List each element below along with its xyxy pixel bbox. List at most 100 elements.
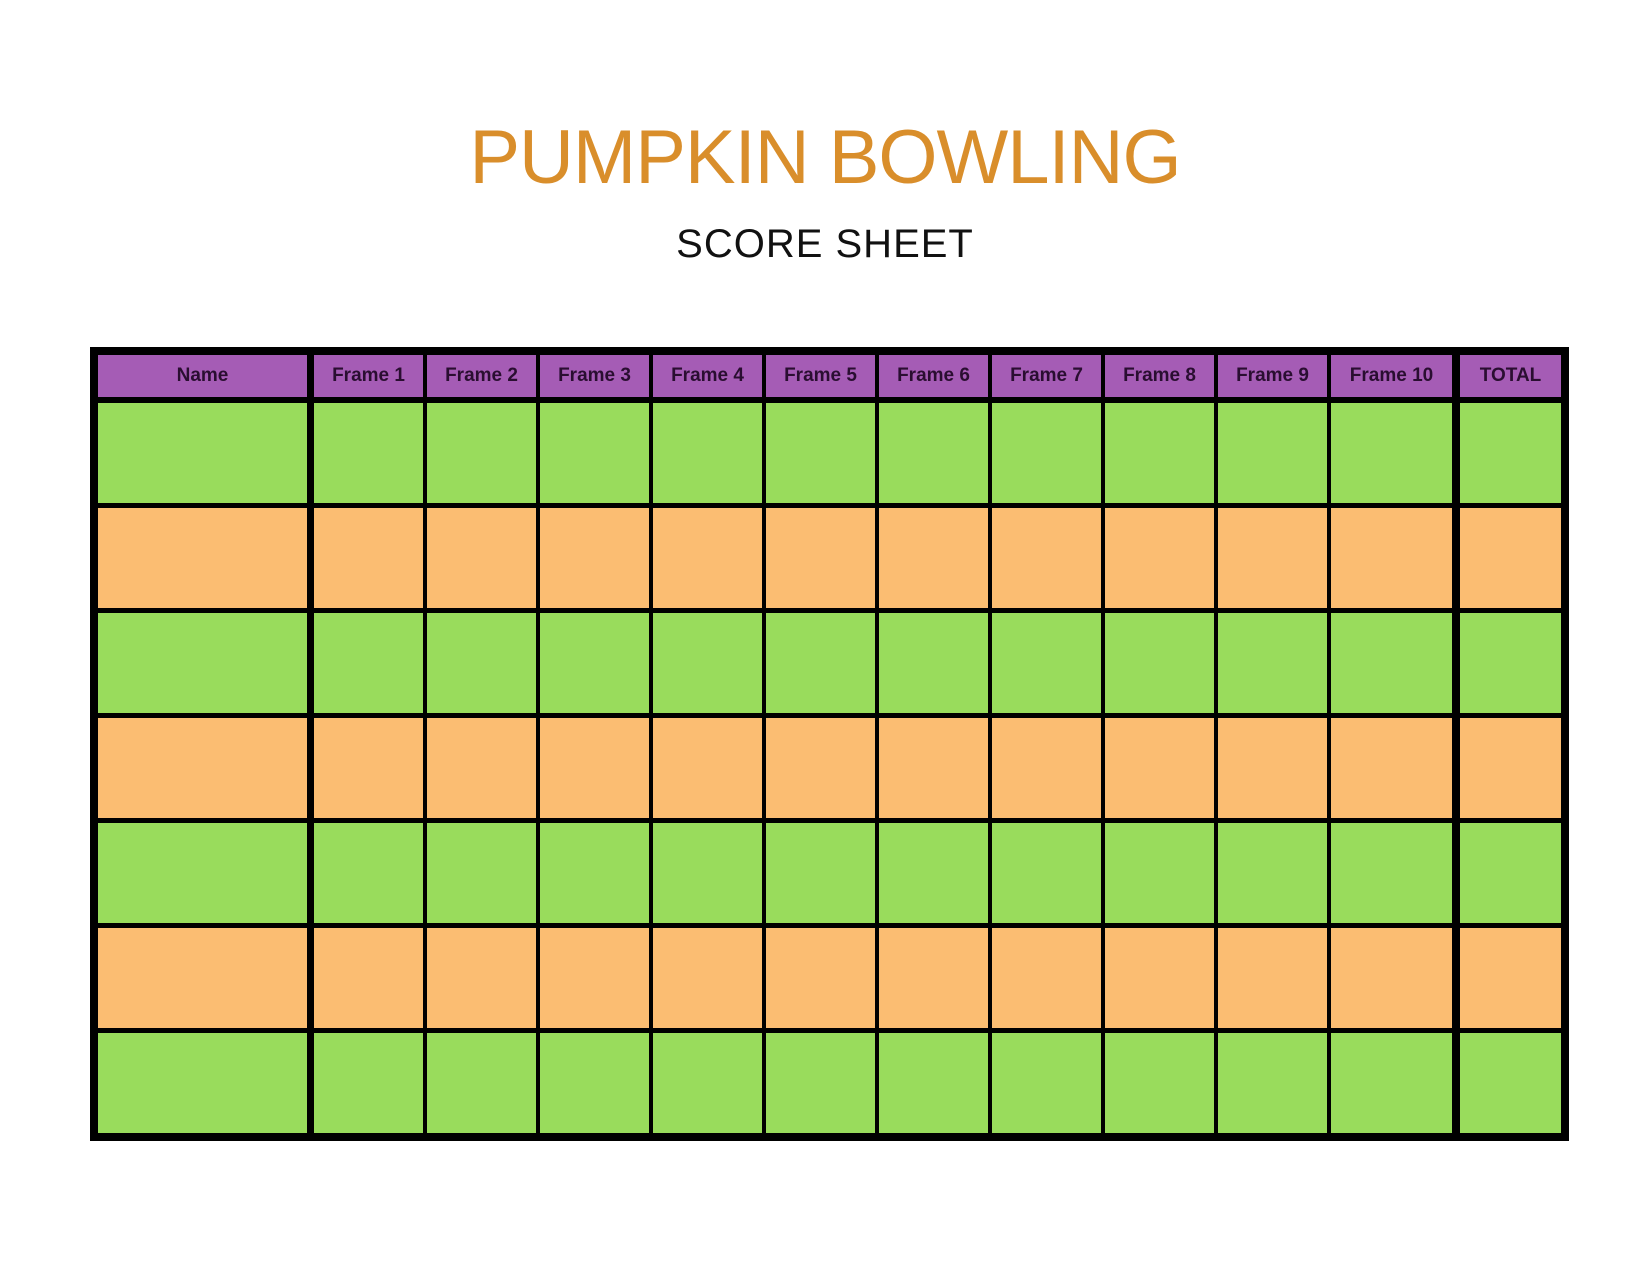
- frame-score-cell-row2-frame4: [653, 508, 762, 608]
- frame-score-cell-row3-frame3: [540, 613, 649, 713]
- frame-score-cell-row7-frame4: [653, 1033, 762, 1133]
- frame-score-cell-row2-frame9: [1218, 508, 1327, 608]
- frame-score-cell-row1-frame2: [427, 403, 536, 503]
- column-header-frame-10: Frame 10: [1331, 355, 1452, 398]
- frame-score-cell-row4-frame4: [653, 718, 762, 818]
- frame-score-cell-row5-frame1: [314, 823, 423, 923]
- frame-score-cell-row4-frame10: [1331, 718, 1452, 818]
- frame-score-cell-row2-frame7: [992, 508, 1101, 608]
- frame-score-cell-row6-frame8: [1105, 928, 1214, 1028]
- frame-score-cell-row1-frame10: [1331, 403, 1452, 503]
- frame-score-cell-row1-frame6: [879, 403, 988, 503]
- frame-score-cell-row2-frame2: [427, 508, 536, 608]
- frame-score-cell-row7-frame6: [879, 1033, 988, 1133]
- column-header-frame-3: Frame 3: [540, 355, 649, 398]
- frame-score-cell-row5-frame2: [427, 823, 536, 923]
- page-title: PUMPKIN BOWLING: [469, 115, 1181, 200]
- frame-score-cell-row6-frame4: [653, 928, 762, 1028]
- player-name-cell-row4: [98, 718, 310, 818]
- total-score-cell-row3: [1456, 613, 1561, 713]
- frame-score-cell-row7-frame10: [1331, 1033, 1452, 1133]
- player-name-cell-row3: [98, 613, 310, 713]
- frame-score-cell-row3-frame1: [314, 613, 423, 713]
- player-name-cell-row5: [98, 823, 310, 923]
- column-header-frame-9: Frame 9: [1218, 355, 1327, 398]
- frame-score-cell-row4-frame6: [879, 718, 988, 818]
- column-header-frame-2: Frame 2: [427, 355, 536, 398]
- total-score-cell-row5: [1456, 823, 1561, 923]
- frame-score-cell-row3-frame5: [766, 613, 875, 713]
- column-header-frame-1: Frame 1: [314, 355, 423, 398]
- frame-score-cell-row3-frame7: [992, 613, 1101, 713]
- total-score-cell-row6: [1456, 928, 1561, 1028]
- frame-score-cell-row7-frame8: [1105, 1033, 1214, 1133]
- column-header-frame-4: Frame 4: [653, 355, 762, 398]
- frame-score-cell-row6-frame7: [992, 928, 1101, 1028]
- frame-score-cell-row2-frame10: [1331, 508, 1452, 608]
- frame-score-cell-row5-frame10: [1331, 823, 1452, 923]
- frame-score-cell-row5-frame7: [992, 823, 1101, 923]
- total-score-cell-row4: [1456, 718, 1561, 818]
- total-score-cell-row7: [1456, 1033, 1561, 1133]
- frame-score-cell-row3-frame9: [1218, 613, 1327, 713]
- frame-score-cell-row4-frame3: [540, 718, 649, 818]
- column-header-frame-7: Frame 7: [992, 355, 1101, 398]
- frame-score-cell-row3-frame4: [653, 613, 762, 713]
- player-name-cell-row7: [98, 1033, 310, 1133]
- frame-score-cell-row4-frame8: [1105, 718, 1214, 818]
- frame-score-cell-row1-frame3: [540, 403, 649, 503]
- frame-score-cell-row6-frame9: [1218, 928, 1327, 1028]
- column-header-frame-6: Frame 6: [879, 355, 988, 398]
- frame-score-cell-row3-frame10: [1331, 613, 1452, 713]
- frame-score-cell-row1-frame1: [314, 403, 423, 503]
- player-name-cell-row2: [98, 508, 310, 608]
- frame-score-cell-row5-frame9: [1218, 823, 1327, 923]
- column-header-frame-8: Frame 8: [1105, 355, 1214, 398]
- frame-score-cell-row5-frame8: [1105, 823, 1214, 923]
- frame-score-cell-row7-frame1: [314, 1033, 423, 1133]
- frame-score-cell-row2-frame1: [314, 508, 423, 608]
- frame-score-cell-row1-frame9: [1218, 403, 1327, 503]
- frame-score-cell-row2-frame8: [1105, 508, 1214, 608]
- frame-score-cell-row2-frame6: [879, 508, 988, 608]
- frame-score-cell-row5-frame4: [653, 823, 762, 923]
- frame-score-cell-row6-frame5: [766, 928, 875, 1028]
- frame-score-cell-row3-frame2: [427, 613, 536, 713]
- player-name-cell-row6: [98, 928, 310, 1028]
- total-score-cell-row2: [1456, 508, 1561, 608]
- frame-score-cell-row2-frame3: [540, 508, 649, 608]
- frame-score-cell-row4-frame7: [992, 718, 1101, 818]
- frame-score-cell-row1-frame7: [992, 403, 1101, 503]
- total-score-cell-row1: [1456, 403, 1561, 503]
- frame-score-cell-row1-frame5: [766, 403, 875, 503]
- frame-score-cell-row3-frame8: [1105, 613, 1214, 713]
- frame-score-cell-row7-frame2: [427, 1033, 536, 1133]
- frame-score-cell-row6-frame1: [314, 928, 423, 1028]
- frame-score-cell-row4-frame2: [427, 718, 536, 818]
- frame-score-cell-row7-frame9: [1218, 1033, 1327, 1133]
- frame-score-cell-row7-frame7: [992, 1033, 1101, 1133]
- page-subtitle: SCORE SHEET: [676, 222, 974, 266]
- frame-score-cell-row6-frame3: [540, 928, 649, 1028]
- frame-score-cell-row1-frame4: [653, 403, 762, 503]
- frame-score-cell-row6-frame6: [879, 928, 988, 1028]
- frame-score-cell-row2-frame5: [766, 508, 875, 608]
- frame-score-cell-row1-frame8: [1105, 403, 1214, 503]
- column-header-frame-5: Frame 5: [766, 355, 875, 398]
- frame-score-cell-row5-frame3: [540, 823, 649, 923]
- frame-score-cell-row5-frame6: [879, 823, 988, 923]
- frame-score-cell-row6-frame2: [427, 928, 536, 1028]
- frame-score-cell-row4-frame9: [1218, 718, 1327, 818]
- frame-score-cell-row7-frame3: [540, 1033, 649, 1133]
- frame-score-cell-row7-frame5: [766, 1033, 875, 1133]
- column-header-name: Name: [98, 355, 310, 398]
- frame-score-cell-row5-frame5: [766, 823, 875, 923]
- frame-score-cell-row3-frame6: [879, 613, 988, 713]
- player-name-cell-row1: [98, 403, 310, 503]
- frame-score-cell-row6-frame10: [1331, 928, 1452, 1028]
- column-header-total: TOTAL: [1456, 355, 1561, 398]
- frame-score-cell-row4-frame5: [766, 718, 875, 818]
- frame-score-cell-row4-frame1: [314, 718, 423, 818]
